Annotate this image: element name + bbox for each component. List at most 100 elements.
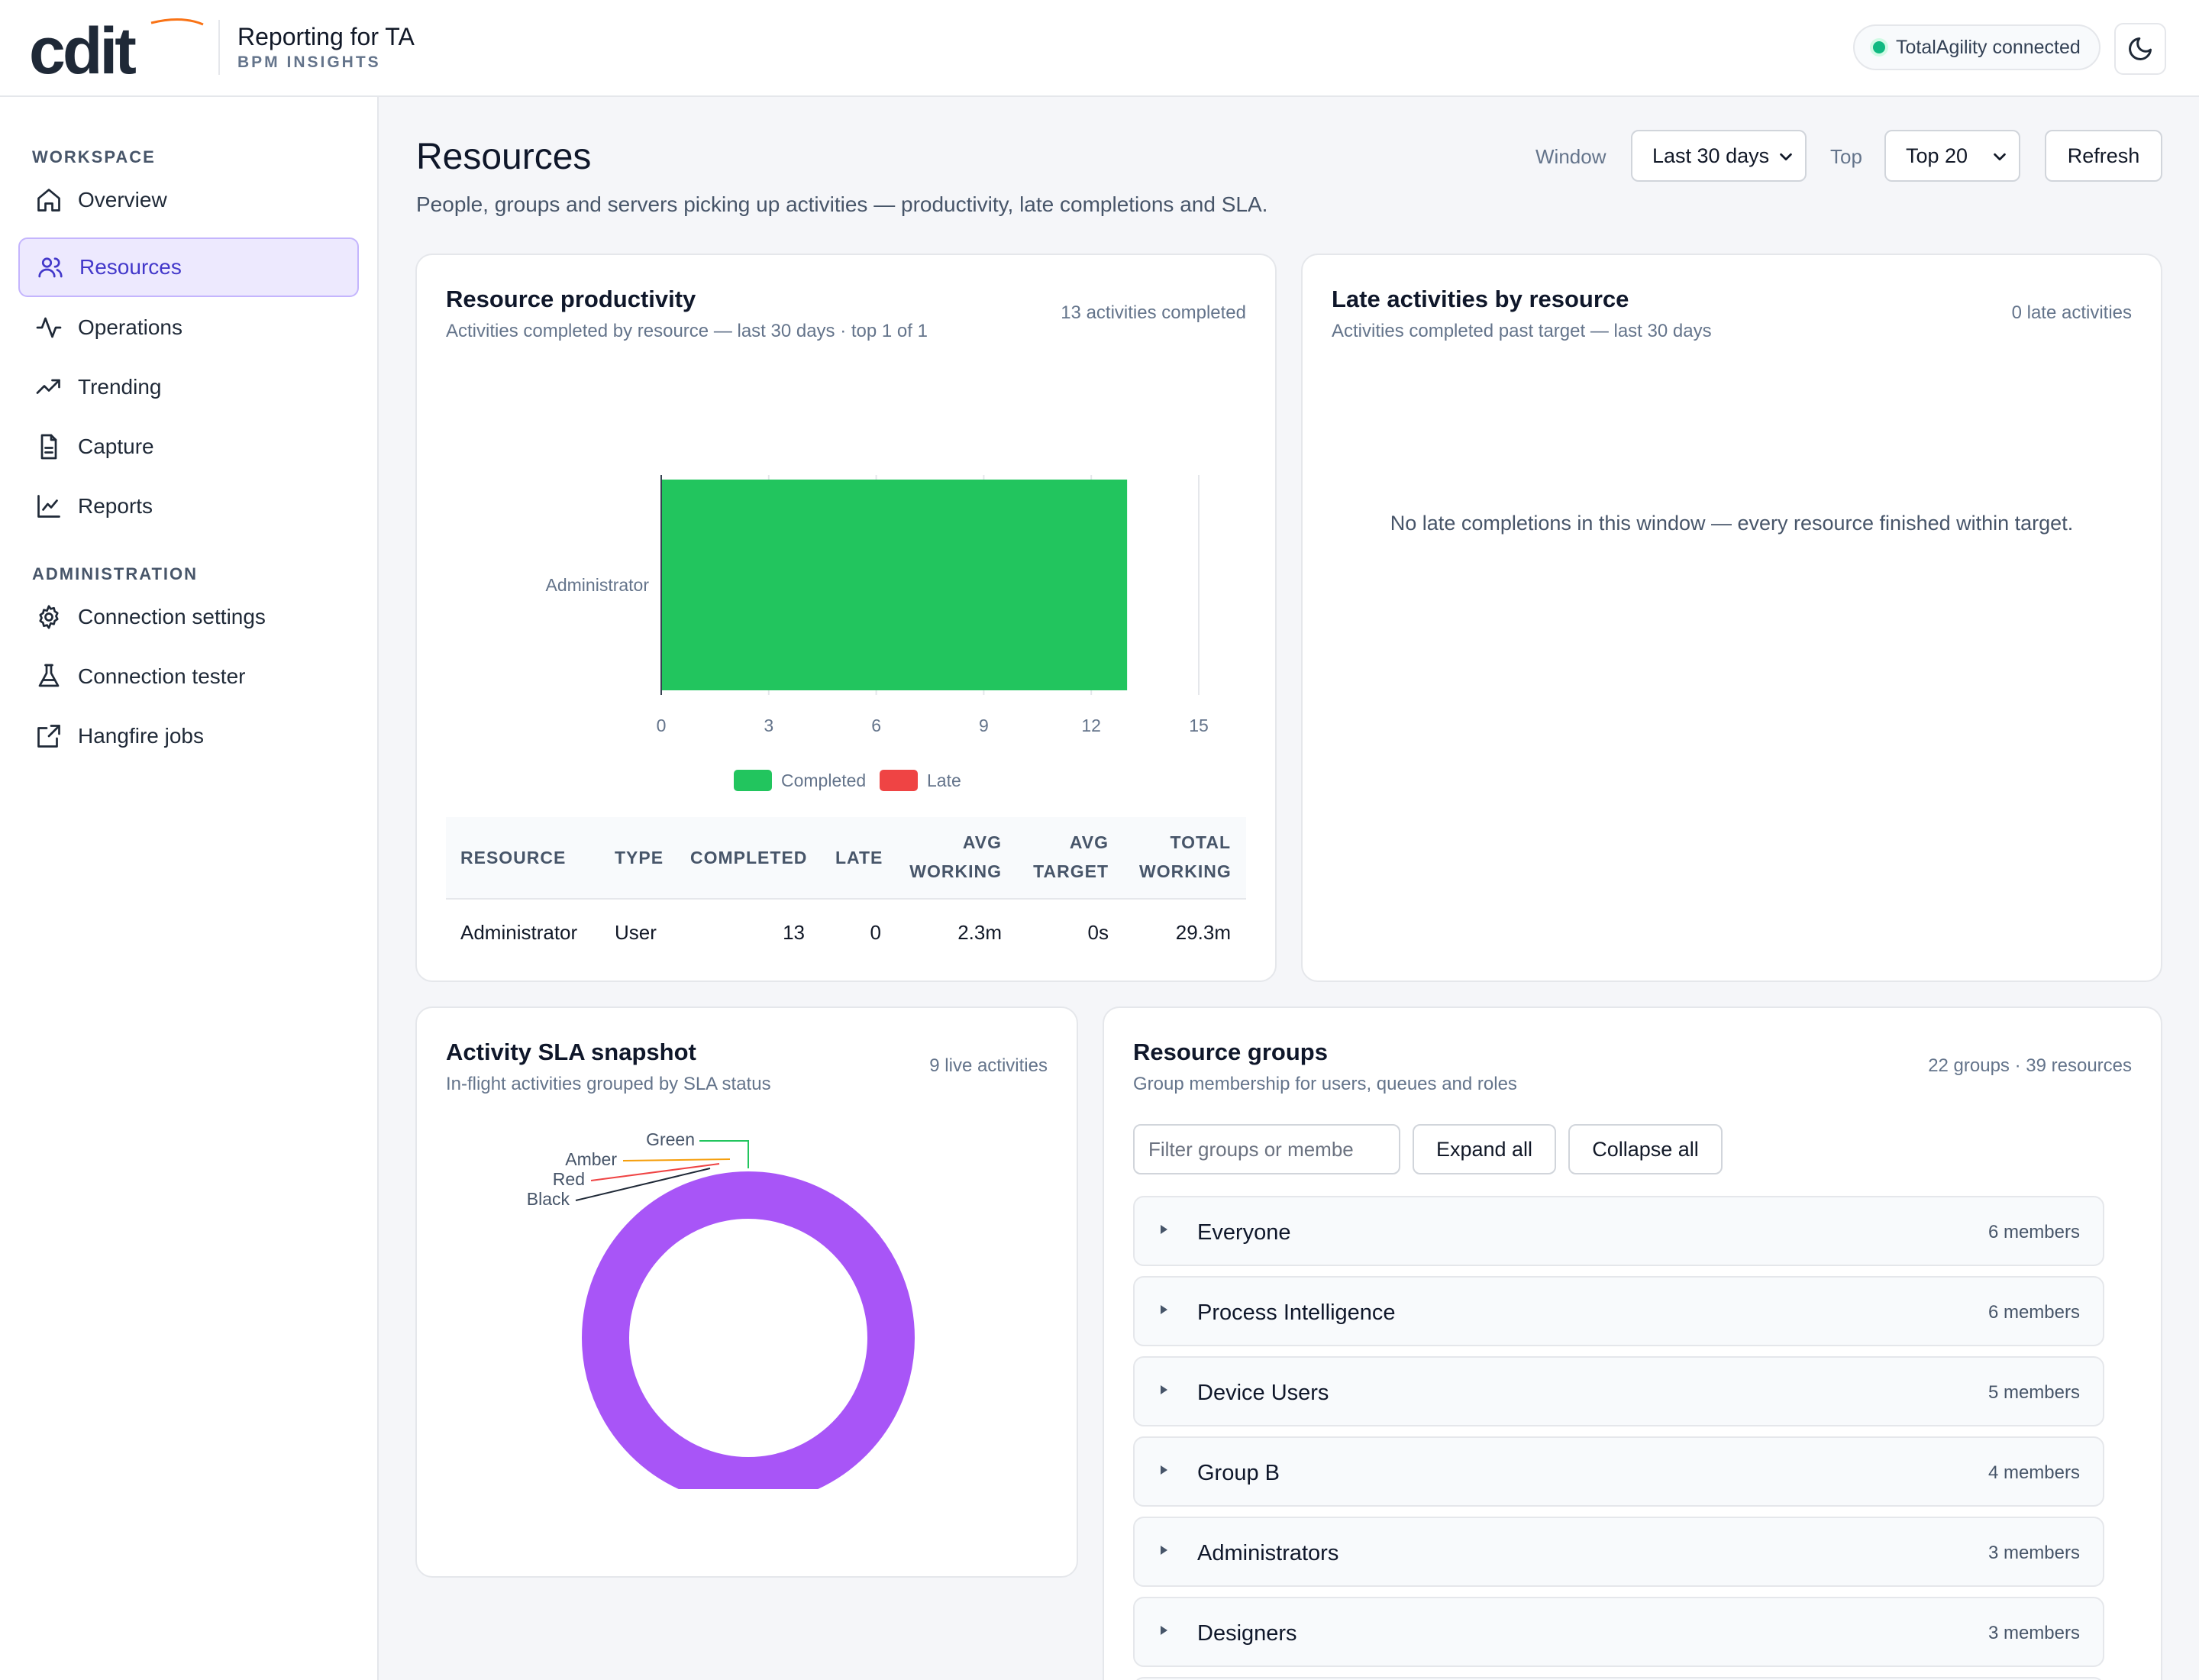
- donut-slice-purple[interactable]: [582, 1171, 915, 1489]
- group-row-device-users[interactable]: Device Users 5 members: [1133, 1356, 2104, 1426]
- group-name: Device Users: [1197, 1381, 1329, 1405]
- line-chart-icon: [37, 495, 60, 518]
- slice-label: Red: [553, 1169, 585, 1189]
- card-meta: 13 activities completed: [1061, 302, 1246, 323]
- logo-text: cdit: [29, 17, 136, 81]
- card-subtitle: Activities completed by resource — last …: [446, 321, 928, 341]
- resource-productivity-card: Resource productivity Activities complet…: [415, 254, 1277, 982]
- table-cell: 2.3m: [957, 921, 1002, 944]
- table-cell: 0s: [1087, 921, 1109, 944]
- x-tick-label: 9: [979, 716, 989, 735]
- activity-icon: [36, 317, 62, 338]
- sidebar-item-connection-settings[interactable]: Connection settings: [18, 587, 359, 647]
- cdit-logo: cdit: [29, 17, 204, 81]
- top-select[interactable]: Top 20: [1884, 130, 2020, 182]
- group-member-count: 6 members: [1987, 1302, 2080, 1323]
- expand-caret-icon: [1161, 1546, 1167, 1555]
- sidebar-item-hangfire-jobs[interactable]: Hangfire jobs: [18, 706, 359, 766]
- group-member-count: 3 members: [1987, 1623, 2080, 1643]
- bar-completed[interactable]: [662, 480, 1128, 690]
- column-header[interactable]: RESOURCE: [460, 848, 567, 867]
- card-title: Late activities by resource: [1332, 286, 1629, 312]
- group-member-count: 5 members: [1987, 1382, 2080, 1403]
- x-tick-label: 0: [657, 716, 667, 735]
- logo-separator: [218, 20, 220, 75]
- window-label: Window: [1535, 145, 1606, 168]
- leader-line: [590, 1163, 720, 1181]
- app-subtitle: BPM INSIGHTS: [237, 53, 381, 71]
- gear-icon: [39, 605, 59, 629]
- collapse-all-button[interactable]: Collapse all: [1568, 1124, 1723, 1174]
- column-header[interactable]: TOTAL WORKING: [1139, 832, 1232, 881]
- home-icon: [37, 189, 60, 212]
- sidebar-item-operations[interactable]: Operations: [18, 298, 359, 357]
- refresh-button[interactable]: Refresh: [2045, 130, 2162, 182]
- card-meta: 0 late activities: [2011, 302, 2132, 323]
- sla-snapshot-card: Activity SLA snapshot In-flight activiti…: [415, 1006, 1078, 1578]
- card-subtitle: Group membership for users, queues and r…: [1133, 1074, 1517, 1094]
- app-title: Reporting for TA: [237, 23, 415, 50]
- page-description: People, groups and servers picking up ac…: [416, 192, 1268, 216]
- expand-all-button[interactable]: Expand all: [1413, 1124, 1556, 1174]
- sidebar-item-label: Overview: [78, 188, 167, 212]
- table-cell: 0: [870, 921, 881, 944]
- chevron-down-icon: [1780, 153, 1792, 161]
- window-select[interactable]: Last 30 days: [1631, 130, 1807, 182]
- legend-swatch: [734, 770, 772, 791]
- sidebar-item-label: Operations: [78, 315, 182, 339]
- theme-toggle-button[interactable]: [2114, 23, 2166, 75]
- chevron-down-icon: [1994, 153, 2006, 161]
- sidebar-item-label: Reports: [78, 494, 153, 518]
- top-bar: cdit Reporting for TA BPM INSIGHTS Total…: [0, 0, 2199, 97]
- x-tick-label: 6: [871, 716, 881, 735]
- top-select-value: Top 20: [1906, 144, 1968, 167]
- card-title: Resource groups: [1133, 1039, 1328, 1065]
- connection-status-text: TotalAgility connected: [1896, 36, 2081, 58]
- slice-label: Green: [646, 1129, 695, 1149]
- sidebar-item-connection-tester[interactable]: Connection tester: [18, 647, 359, 706]
- moon-icon: [2129, 37, 2152, 60]
- table-cell: Administrator: [460, 921, 578, 944]
- connection-status-badge: TotalAgility connected: [1853, 24, 2101, 70]
- group-row-administrators[interactable]: Administrators 3 members: [1133, 1517, 2104, 1587]
- sidebar-item-overview[interactable]: Overview: [18, 170, 359, 230]
- y-category-label: Administrator: [546, 575, 650, 595]
- sidebar-item-label: Connection tester: [78, 664, 246, 688]
- group-row-process-intelligence[interactable]: Process Intelligence 6 members: [1133, 1276, 2104, 1346]
- group-row-everyone[interactable]: Everyone 6 members: [1133, 1196, 2104, 1266]
- sidebar-item-label: Connection settings: [78, 605, 266, 628]
- external-link-icon: [37, 725, 60, 748]
- card-title: Resource productivity: [446, 286, 696, 312]
- slice-label: Amber: [565, 1149, 617, 1169]
- group-name: Group B: [1197, 1461, 1280, 1485]
- group-row[interactable]: [1133, 1677, 2104, 1680]
- column-header[interactable]: COMPLETED: [690, 848, 808, 867]
- column-header[interactable]: AVG TARGET: [1033, 832, 1109, 881]
- group-filter-input[interactable]: [1133, 1124, 1400, 1174]
- x-tick-label: 12: [1081, 716, 1101, 735]
- sidebar-item-capture[interactable]: Capture: [18, 417, 359, 477]
- group-name: Administrators: [1197, 1541, 1339, 1565]
- card-meta: 9 live activities: [929, 1055, 1048, 1076]
- expand-caret-icon: [1161, 1385, 1167, 1394]
- sidebar-item-trending[interactable]: Trending: [18, 357, 359, 417]
- group-row-designers[interactable]: Designers 3 members: [1133, 1597, 2104, 1667]
- empty-state-message: No late completions in this window — eve…: [1390, 512, 2074, 535]
- users-icon: [38, 257, 63, 278]
- sidebar: WORKSPACE Overview Resources Operations …: [0, 97, 379, 1680]
- card-subtitle: In-flight activities grouped by SLA stat…: [446, 1074, 771, 1094]
- table-cell: 13: [783, 921, 805, 944]
- group-member-count: 3 members: [1987, 1543, 2080, 1563]
- column-header[interactable]: LATE: [835, 848, 883, 867]
- document-icon: [40, 434, 57, 460]
- group-row-group-b[interactable]: Group B 4 members: [1133, 1436, 2104, 1507]
- sidebar-item-resources[interactable]: Resources: [18, 237, 359, 297]
- column-header[interactable]: TYPE: [615, 848, 664, 867]
- late-activities-card: Late activities by resource Activities c…: [1301, 254, 2162, 982]
- card-subtitle: Activities completed past target — last …: [1332, 321, 1712, 341]
- trending-up-icon: [36, 379, 60, 394]
- sidebar-item-label: Trending: [78, 375, 162, 399]
- column-header[interactable]: AVG WORKING: [909, 832, 1002, 881]
- sidebar-item-reports[interactable]: Reports: [18, 477, 359, 536]
- table-cell: 29.3m: [1175, 921, 1231, 944]
